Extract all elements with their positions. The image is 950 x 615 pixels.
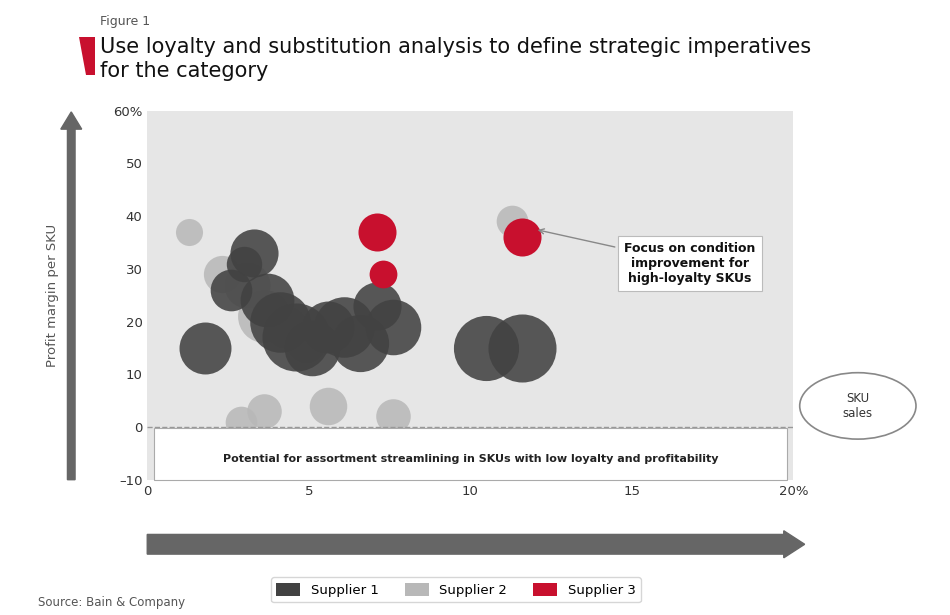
Text: Source: Bain & Company: Source: Bain & Company: [38, 596, 185, 609]
Point: [234, 417, 249, 427]
Point: [320, 401, 335, 411]
Point: [237, 259, 252, 269]
Legend: Supplier 1, Supplier 2, Supplier 3: Supplier 1, Supplier 2, Supplier 3: [271, 577, 641, 602]
Text: Profit margin per SKU: Profit margin per SKU: [46, 224, 59, 367]
Point: [514, 343, 529, 353]
Point: [259, 296, 275, 306]
Text: Figure 1: Figure 1: [100, 15, 150, 28]
Point: [375, 269, 390, 279]
Point: [298, 338, 314, 347]
Point: [385, 411, 400, 421]
Point: [320, 322, 335, 331]
Point: [246, 248, 261, 258]
Point: [278, 322, 294, 331]
Point: [272, 317, 287, 327]
Point: [256, 311, 271, 321]
FancyBboxPatch shape: [154, 429, 787, 480]
Text: Shopper loyalty: Shopper loyalty: [416, 538, 524, 551]
Text: Use loyalty and substitution analysis to define strategic imperatives
for the ca: Use loyalty and substitution analysis to…: [100, 37, 811, 81]
Point: [385, 322, 400, 331]
Point: [288, 333, 303, 343]
Point: [181, 227, 197, 237]
Text: Potential for assortment streamlining in SKUs with low loyalty and profitability: Potential for assortment streamlining in…: [222, 454, 718, 464]
Point: [352, 338, 368, 347]
Point: [239, 280, 255, 290]
Text: SKU
sales: SKU sales: [843, 392, 873, 420]
Point: [369, 227, 384, 237]
Point: [198, 343, 213, 353]
Point: [504, 216, 520, 226]
Point: [304, 343, 319, 353]
Point: [256, 407, 271, 416]
Point: [369, 301, 384, 311]
Point: [514, 232, 529, 242]
Text: Focus on condition
improvement for
high-loyalty SKUs: Focus on condition improvement for high-…: [539, 229, 755, 285]
Point: [336, 322, 351, 331]
Point: [479, 343, 494, 353]
Point: [223, 285, 238, 295]
Point: [214, 269, 229, 279]
